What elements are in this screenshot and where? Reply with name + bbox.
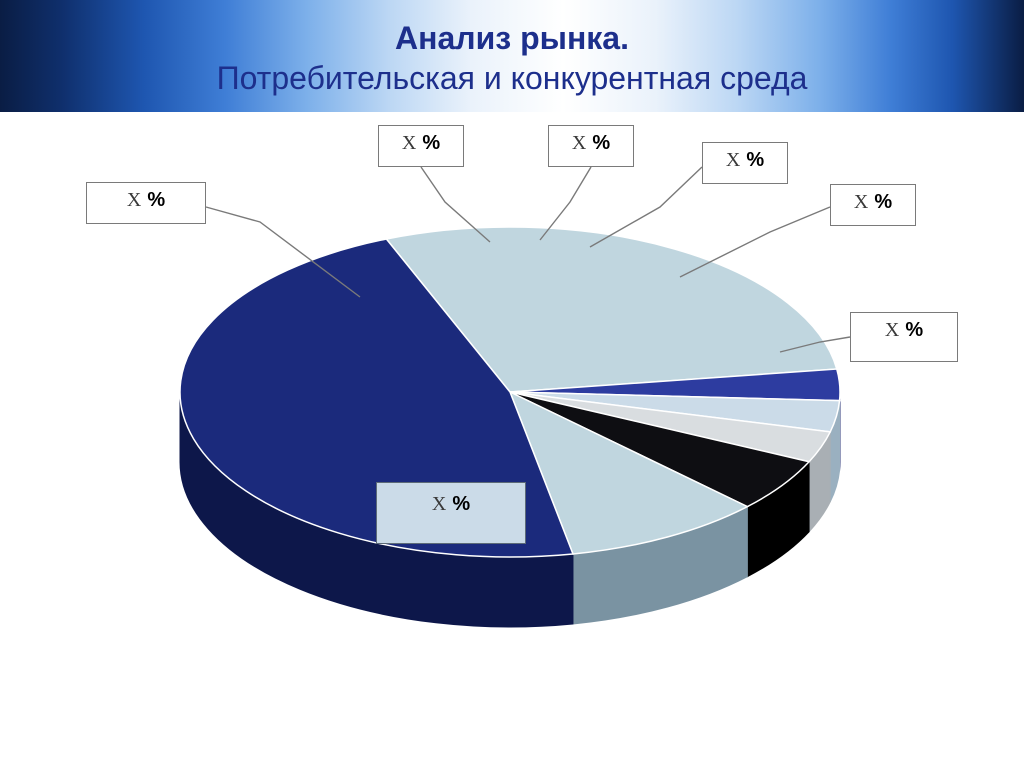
callout-percent: % xyxy=(422,132,440,155)
callout-value: X xyxy=(885,319,899,342)
callout-value: X xyxy=(432,493,446,516)
title-line-1: Анализ рынка. xyxy=(395,20,629,56)
callout-gray: X% xyxy=(702,142,788,184)
callout-value: X xyxy=(572,132,586,155)
callout-percent: % xyxy=(874,191,892,214)
pie-chart-3d: X%X%X%X%X%X%X% xyxy=(0,112,1024,767)
callout-right-light: X% xyxy=(850,312,958,362)
callout-percent: % xyxy=(746,149,764,172)
callout-mid-blue: X% xyxy=(378,125,464,167)
callout-pale: X% xyxy=(548,125,634,167)
title-line-2: Потребительская и конкурентная среда xyxy=(217,60,808,96)
callout-percent: % xyxy=(592,132,610,155)
callout-black: X% xyxy=(830,184,916,226)
callout-big-navy: X% xyxy=(376,482,526,544)
page-title: Анализ рынка. Потребительская и конкурен… xyxy=(0,18,1024,98)
callout-percent: % xyxy=(905,319,923,342)
callout-leader xyxy=(680,207,830,277)
callout-big-lightblue: X% xyxy=(86,182,206,224)
callout-value: X xyxy=(402,132,416,155)
callout-value: X xyxy=(854,191,868,214)
callout-value: X xyxy=(127,189,141,212)
callout-percent: % xyxy=(452,493,470,516)
callout-value: X xyxy=(726,149,740,172)
callout-percent: % xyxy=(147,189,165,212)
